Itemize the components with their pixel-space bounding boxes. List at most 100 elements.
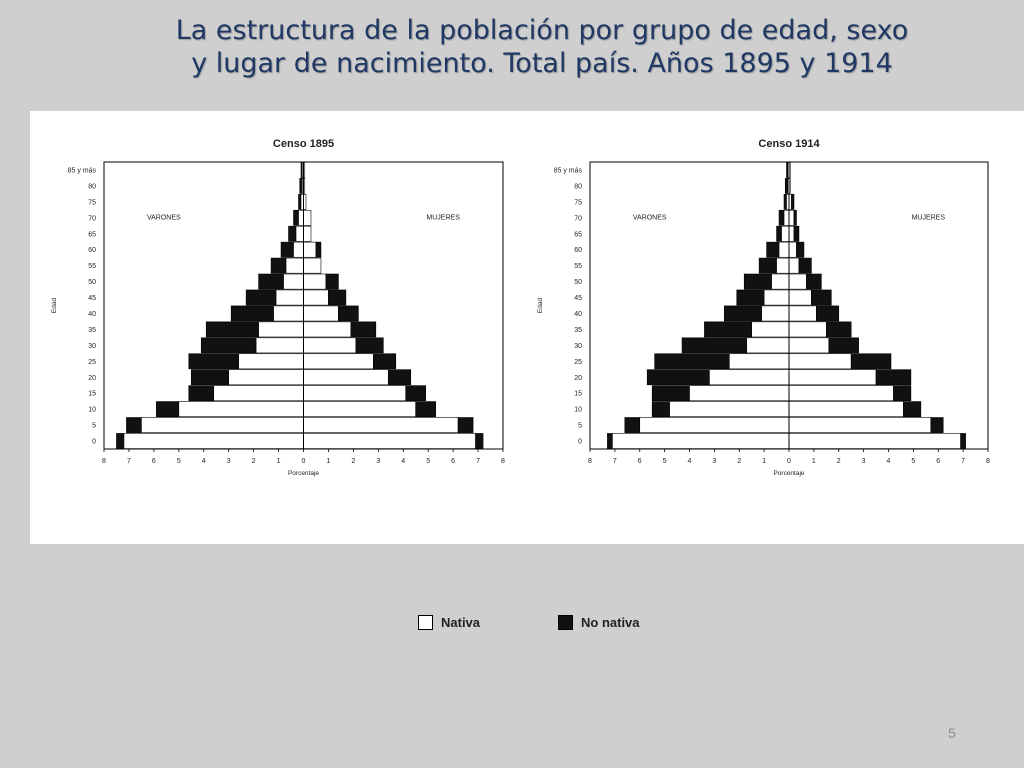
age-tick-label-75: 75: [88, 199, 96, 206]
bar-mujeres-nativa: [303, 289, 329, 306]
x-tick-label: 5: [177, 458, 181, 465]
bar-mujeres-nativa: [303, 257, 322, 274]
age-tick-label-15: 15: [88, 391, 96, 398]
bar-mujeres-no-nativa: [798, 257, 812, 274]
bar-mujeres-nativa: [788, 337, 830, 354]
age-tick-label-0: 0: [92, 439, 96, 446]
x-axis-label: Porcentaje: [288, 470, 319, 477]
bar-varones-no-nativa: [188, 353, 239, 370]
age-tick-label-5: 5: [578, 423, 582, 430]
bar-varones-no-nativa: [245, 289, 277, 306]
x-tick-label: 1: [326, 458, 330, 465]
bar-varones-nativa: [783, 209, 790, 226]
age-tick-label-20: 20: [88, 375, 96, 382]
x-tick-label: 3: [712, 458, 716, 465]
bar-mujeres-nativa: [788, 385, 894, 402]
bar-mujeres-no-nativa: [475, 433, 484, 449]
bar-mujeres-nativa: [788, 257, 800, 274]
x-tick-label: 4: [688, 458, 692, 465]
bar-varones-nativa: [293, 241, 304, 258]
bar-varones-no-nativa: [704, 321, 752, 338]
bar-varones-no-nativa: [156, 401, 180, 418]
bar-mujeres-no-nativa: [893, 385, 912, 402]
x-tick-label: 2: [351, 458, 355, 465]
x-tick-label: 3: [376, 458, 380, 465]
bar-mujeres-no-nativa: [793, 225, 800, 242]
legend-item-nativa: Nativa: [418, 613, 480, 631]
bar-mujeres-nativa: [303, 353, 374, 370]
bar-mujeres-no-nativa: [826, 321, 852, 338]
x-tick-label: 2: [737, 458, 741, 465]
legend-label-no-nativa: No nativa: [581, 614, 640, 630]
age-tick-label-55: 55: [88, 263, 96, 270]
age-tick-label-10: 10: [88, 407, 96, 414]
x-tick-label: 8: [102, 458, 106, 465]
legend-swatch-no-nativa: [558, 614, 573, 630]
bar-varones-nativa: [141, 417, 304, 433]
bar-varones-nativa: [255, 337, 304, 354]
x-tick-label: 8: [986, 458, 990, 465]
bar-varones-nativa: [298, 209, 304, 226]
bar-mujeres-no-nativa: [415, 401, 436, 418]
bar-mujeres-no-nativa: [793, 209, 797, 226]
age-tick-label-5: 5: [92, 423, 96, 430]
bar-mujeres-nativa: [788, 321, 827, 338]
bar-varones-no-nativa: [188, 385, 215, 402]
x-tick-label: 7: [613, 458, 617, 465]
bar-varones-nativa: [273, 305, 304, 322]
bar-mujeres-no-nativa: [325, 273, 339, 290]
bar-varones-no-nativa: [784, 178, 789, 194]
bar-mujeres-nativa: [303, 417, 459, 433]
bar-mujeres-nativa: [303, 241, 317, 258]
bar-varones-no-nativa: [766, 241, 780, 258]
bar-varones-no-nativa: [280, 241, 294, 258]
y-axis-label: Edad: [537, 298, 544, 314]
bar-varones-no-nativa: [293, 209, 299, 226]
age-tick-label-70: 70: [88, 215, 96, 222]
bar-mujeres-nativa: [303, 225, 312, 242]
bar-mujeres-no-nativa: [328, 289, 347, 306]
x-tick-label: 7: [961, 458, 965, 465]
age-tick-label-25: 25: [574, 359, 582, 366]
bar-mujeres-nativa: [303, 385, 407, 402]
bar-mujeres-nativa: [303, 305, 339, 322]
side-label-mujeres: MUJERES: [426, 214, 460, 221]
bar-varones-nativa: [751, 321, 790, 338]
age-tick-label-35: 35: [88, 327, 96, 334]
bar-varones-nativa: [763, 289, 790, 306]
bar-varones-no-nativa: [646, 369, 710, 386]
bar-mujeres-no-nativa: [355, 337, 384, 354]
pyramid-chart-1895: Censo 1895051015202530354045505560657075…: [51, 138, 505, 477]
bar-mujeres-no-nativa: [791, 193, 795, 210]
bar-mujeres-nativa: [303, 433, 476, 449]
age-tick-label-35: 35: [574, 327, 582, 334]
slide-title-line-1: La estructura de la población por grupo …: [175, 15, 909, 46]
bar-mujeres-no-nativa: [960, 433, 966, 449]
bar-mujeres-no-nativa: [816, 305, 840, 322]
age-tick-label-0: 0: [578, 439, 582, 446]
age-tick-label-65: 65: [88, 231, 96, 238]
bar-varones-no-nativa: [298, 193, 302, 210]
age-tick-label-60: 60: [88, 247, 96, 254]
x-tick-label: 7: [127, 458, 131, 465]
bar-varones-nativa: [639, 417, 790, 433]
age-tick-label-80: 80: [574, 183, 582, 190]
bar-varones-no-nativa: [651, 401, 670, 418]
age-tick-label-30: 30: [88, 343, 96, 350]
x-tick-label: 4: [202, 458, 206, 465]
bar-mujeres-nativa: [303, 273, 327, 290]
bar-varones-nativa: [778, 241, 790, 258]
bar-varones-nativa: [729, 353, 790, 370]
bar-varones-no-nativa: [783, 193, 787, 210]
x-tick-label: 6: [152, 458, 156, 465]
age-tick-label-85-y-m-s: 85 y más: [554, 167, 583, 174]
legend-swatch-nativa: [418, 614, 433, 630]
bar-mujeres-no-nativa: [387, 369, 412, 386]
age-tick-label-50: 50: [574, 279, 582, 286]
bar-varones-nativa: [228, 369, 304, 386]
bar-mujeres-nativa: [788, 241, 797, 258]
bar-varones-no-nativa: [681, 337, 748, 354]
age-tick-label-40: 40: [574, 311, 582, 318]
x-tick-label: 4: [887, 458, 891, 465]
chart-title: Censo 1914: [758, 138, 820, 150]
